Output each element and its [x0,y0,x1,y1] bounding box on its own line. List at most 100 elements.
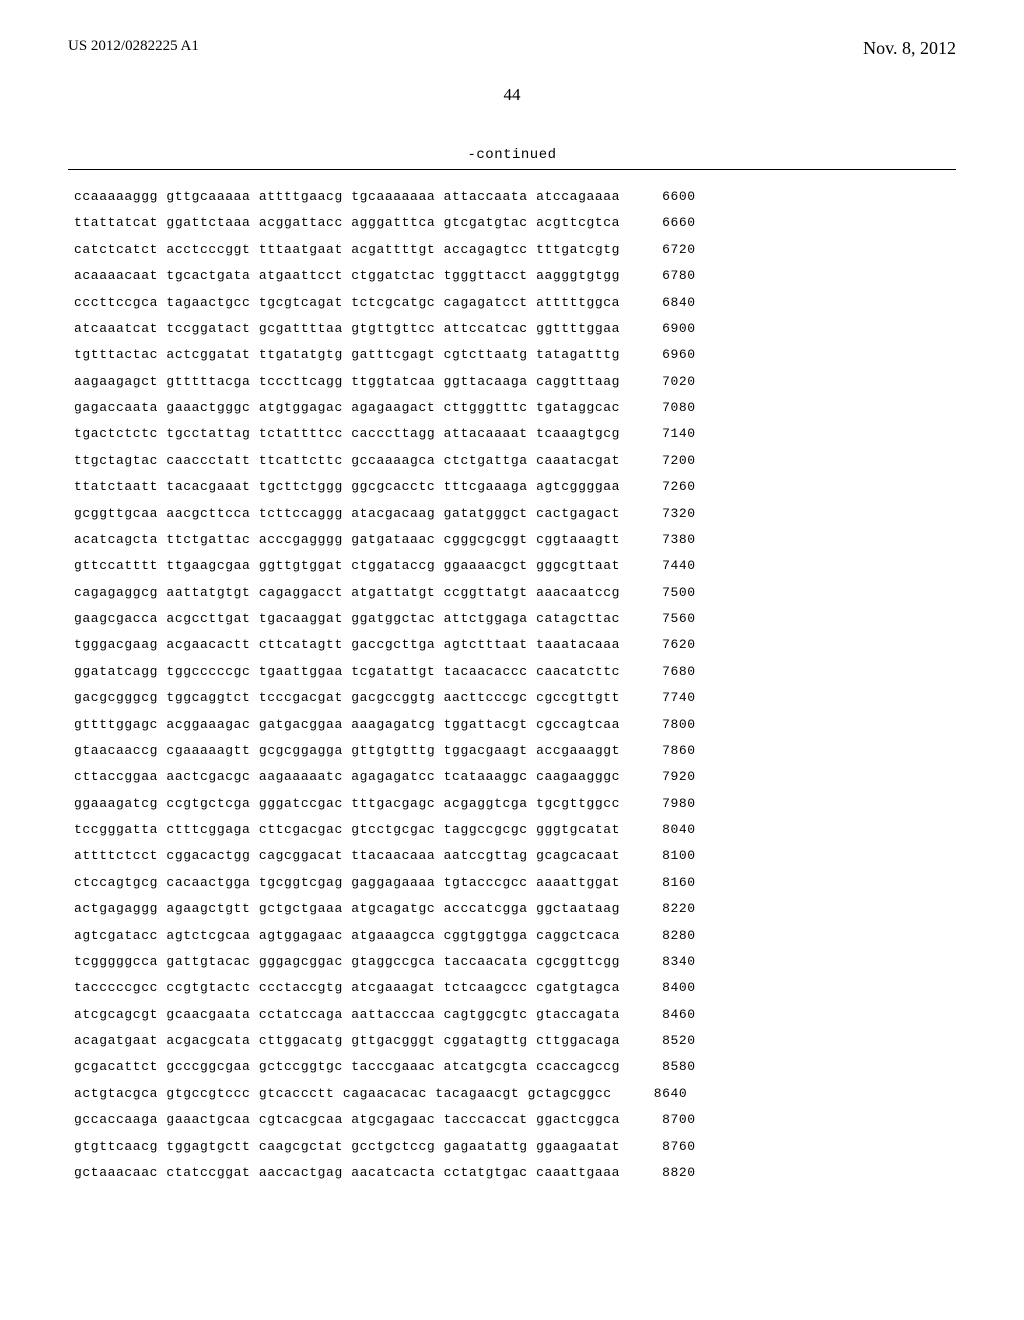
sequence-groups: cttaccggaa aactcgacgc aagaaaaatc agagaga… [74,764,620,790]
sequence-groups: agtcgatacc agtctcgcaa agtggagaac atgaaag… [74,923,620,949]
sequence-row: gtgttcaacg tggagtgctt caagcgctat gcctgct… [74,1134,956,1160]
sequence-position: 7920 [662,764,696,790]
sequence-position: 8640 [654,1081,688,1107]
sequence-row: gcgacattct gcccggcgaa gctccggtgc tacccga… [74,1054,956,1080]
sequence-position: 7560 [662,606,696,632]
sequence-groups: gtaacaaccg cgaaaaagtt gcgcggagga gttgtgt… [74,738,620,764]
sequence-position: 7080 [662,395,696,421]
sequence-groups: gctaaacaac ctatccggat aaccactgag aacatca… [74,1160,620,1186]
sequence-row: gctaaacaac ctatccggat aaccactgag aacatca… [74,1160,956,1186]
continued-label: -continued [68,147,956,163]
sequence-row: tccgggatta ctttcggaga cttcgacgac gtcctgc… [74,817,956,843]
sequence-position: 8160 [662,870,696,896]
sequence-groups: atcgcagcgt gcaacgaata cctatccaga aattacc… [74,1002,620,1028]
sequence-groups: tacccccgcc ccgtgtactc ccctaccgtg atcgaaa… [74,975,620,1001]
sequence-groups: acatcagcta ttctgattac acccgagggg gatgata… [74,527,620,553]
sequence-position: 7260 [662,474,696,500]
sequence-position: 7680 [662,659,696,685]
sequence-position: 7980 [662,791,696,817]
sequence-position: 6840 [662,290,696,316]
sequence-groups: cagagaggcg aattatgtgt cagaggacct atgatta… [74,580,620,606]
sequence-row: gacgcgggcg tggcaggtct tcccgacgat gacgccg… [74,685,956,711]
sequence-row: tgggacgaag acgaacactt cttcatagtt gaccgct… [74,632,956,658]
publication-number: US 2012/0282225 A1 [68,38,199,55]
sequence-row: tacccccgcc ccgtgtactc ccctaccgtg atcgaaa… [74,975,956,1001]
sequence-row: atcgcagcgt gcaacgaata cctatccaga aattacc… [74,1002,956,1028]
sequence-groups: acaaaacaat tgcactgata atgaattcct ctggatc… [74,263,620,289]
sequence-groups: gaagcgacca acgccttgat tgacaaggat ggatggc… [74,606,620,632]
sequence-position: 7320 [662,501,696,527]
sequence-position: 7500 [662,580,696,606]
sequence-groups: tgtttactac actcggatat ttgatatgtg gatttcg… [74,342,620,368]
sequence-position: 7020 [662,369,696,395]
sequence-position: 8760 [662,1134,696,1160]
sequence-position: 7440 [662,553,696,579]
page-header: US 2012/0282225 A1 Nov. 8, 2012 [68,38,956,59]
sequence-row: gtaacaaccg cgaaaaagtt gcgcggagga gttgtgt… [74,738,956,764]
sequence-row: atcaaatcat tccggatact gcgattttaa gtgttgt… [74,316,956,342]
sequence-listing: ccaaaaaggg gttgcaaaaa attttgaacg tgcaaaa… [74,184,956,1186]
sequence-row: cttaccggaa aactcgacgc aagaaaaatc agagaga… [74,764,956,790]
sequence-position: 7200 [662,448,696,474]
sequence-row: ttgctagtac caaccctatt ttcattcttc gccaaaa… [74,448,956,474]
sequence-row: ccaaaaaggg gttgcaaaaa attttgaacg tgcaaaa… [74,184,956,210]
sequence-row: attttctcct cggacactgg cagcggacat ttacaac… [74,843,956,869]
divider-line [68,169,956,170]
sequence-position: 6960 [662,342,696,368]
sequence-row: gcggttgcaa aacgcttcca tcttccaggg atacgac… [74,501,956,527]
sequence-row: ggatatcagg tggcccccgc tgaattggaa tcgatat… [74,659,956,685]
sequence-row: acaaaacaat tgcactgata atgaattcct ctggatc… [74,263,956,289]
sequence-groups: tgggacgaag acgaacactt cttcatagtt gaccgct… [74,632,620,658]
sequence-groups: gagaccaata gaaactgggc atgtggagac agagaag… [74,395,620,421]
sequence-groups: ctccagtgcg cacaactgga tgcggtcgag gaggaga… [74,870,620,896]
sequence-position: 8280 [662,923,696,949]
sequence-position: 6780 [662,263,696,289]
sequence-position: 8400 [662,975,696,1001]
sequence-groups: ttattatcat ggattctaaa acggattacc agggatt… [74,210,620,236]
sequence-groups: tgactctctc tgcctattag tctattttcc caccctt… [74,421,620,447]
sequence-position: 6660 [662,210,696,236]
sequence-row: ttattatcat ggattctaaa acggattacc agggatt… [74,210,956,236]
sequence-row: aagaagagct gtttttacga tcccttcagg ttggtat… [74,369,956,395]
sequence-position: 8220 [662,896,696,922]
sequence-row: cccttccgca tagaactgcc tgcgtcagat tctcgca… [74,290,956,316]
sequence-position: 7860 [662,738,696,764]
sequence-groups: aagaagagct gtttttacga tcccttcagg ttggtat… [74,369,620,395]
sequence-groups: tcgggggcca gattgtacac gggagcggac gtaggcc… [74,949,620,975]
sequence-row: ctccagtgcg cacaactgga tgcggtcgag gaggaga… [74,870,956,896]
sequence-groups: ccaaaaaggg gttgcaaaaa attttgaacg tgcaaaa… [74,184,620,210]
sequence-position: 6900 [662,316,696,342]
sequence-groups: gtgttcaacg tggagtgctt caagcgctat gcctgct… [74,1134,620,1160]
sequence-groups: ttgctagtac caaccctatt ttcattcttc gccaaaa… [74,448,620,474]
sequence-position: 8340 [662,949,696,975]
sequence-position: 8520 [662,1028,696,1054]
sequence-row: catctcatct acctcccggt tttaatgaat acgattt… [74,237,956,263]
sequence-position: 6720 [662,237,696,263]
sequence-row: acagatgaat acgacgcata cttggacatg gttgacg… [74,1028,956,1054]
sequence-groups: ggatatcagg tggcccccgc tgaattggaa tcgatat… [74,659,620,685]
sequence-row: agtcgatacc agtctcgcaa agtggagaac atgaaag… [74,923,956,949]
sequence-row: ggaaagatcg ccgtgctcga gggatccgac tttgacg… [74,791,956,817]
sequence-row: gccaccaaga gaaactgcaa cgtcacgcaa atgcgag… [74,1107,956,1133]
sequence-groups: tccgggatta ctttcggaga cttcgacgac gtcctgc… [74,817,620,843]
sequence-groups: gcggttgcaa aacgcttcca tcttccaggg atacgac… [74,501,620,527]
sequence-position: 7620 [662,632,696,658]
sequence-groups: gccaccaaga gaaactgcaa cgtcacgcaa atgcgag… [74,1107,620,1133]
sequence-row: gaagcgacca acgccttgat tgacaaggat ggatggc… [74,606,956,632]
sequence-groups: ggaaagatcg ccgtgctcga gggatccgac tttgacg… [74,791,620,817]
sequence-position: 8700 [662,1107,696,1133]
sequence-row: actgagaggg agaagctgtt gctgctgaaa atgcaga… [74,896,956,922]
sequence-row: gttccatttt ttgaagcgaa ggttgtggat ctggata… [74,553,956,579]
sequence-row: tgtttactac actcggatat ttgatatgtg gatttcg… [74,342,956,368]
sequence-position: 7740 [662,685,696,711]
sequence-groups: ttatctaatt tacacgaaat tgcttctggg ggcgcac… [74,474,620,500]
sequence-position: 8820 [662,1160,696,1186]
sequence-row: actgtacgca gtgccgtccc gtcaccctt cagaacac… [74,1081,956,1107]
sequence-groups: actgtacgca gtgccgtccc gtcaccctt cagaacac… [74,1081,612,1107]
sequence-position: 8100 [662,843,696,869]
sequence-row: tgactctctc tgcctattag tctattttcc caccctt… [74,421,956,447]
sequence-groups: gttttggagc acggaaagac gatgacggaa aaagaga… [74,712,620,738]
sequence-position: 7140 [662,421,696,447]
sequence-position: 8460 [662,1002,696,1028]
sequence-position: 7380 [662,527,696,553]
